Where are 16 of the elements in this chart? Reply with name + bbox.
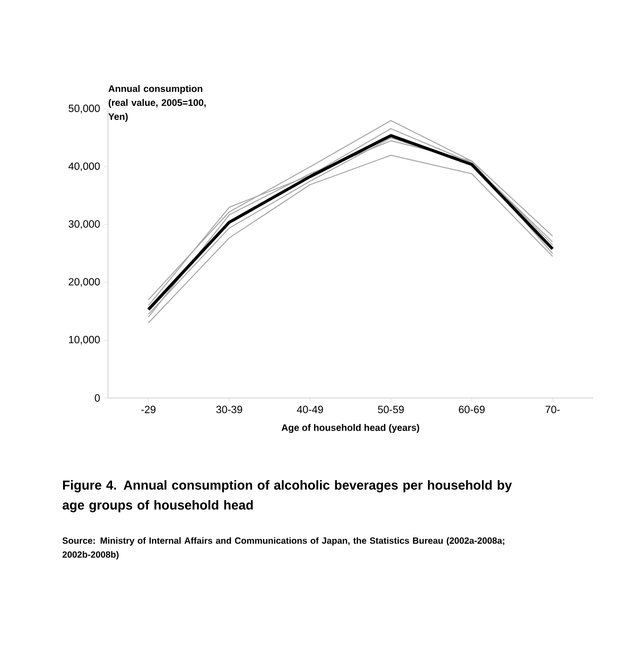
x-tick-label: 30-39 <box>216 406 242 414</box>
y-tick-label: 0 <box>94 394 100 402</box>
y-tick-label: 20,000 <box>68 278 100 287</box>
x-tick-label: 70- <box>546 406 560 414</box>
text: Figure 4. Annual consumption of alcoholic beverages per household by age groups of household head <box>62 480 512 512</box>
y-tick-label: 10,000 <box>69 336 100 345</box>
x-tick-label: 60-69 <box>458 406 485 414</box>
source-note: Source: Ministry of Internal Affairs and Communications of Japan, the Statistics Bureau (2002a-2008a; 2002b-2008b) <box>62 537 504 560</box>
x-tick-label: -29 <box>141 406 156 414</box>
y-tick-label: 40,000 <box>68 162 100 172</box>
x-tick-label: 40-49 <box>296 406 323 414</box>
x-axis-title: Age of household head (years) <box>282 424 420 433</box>
y-axis-title: Annual consumption (real value, 2005=100, Yen) <box>108 85 206 122</box>
x-tick-label: 50-59 <box>378 406 404 414</box>
y-tick-label: 50,000 <box>68 104 100 114</box>
y-tick-label: 30,000 <box>68 220 100 229</box>
